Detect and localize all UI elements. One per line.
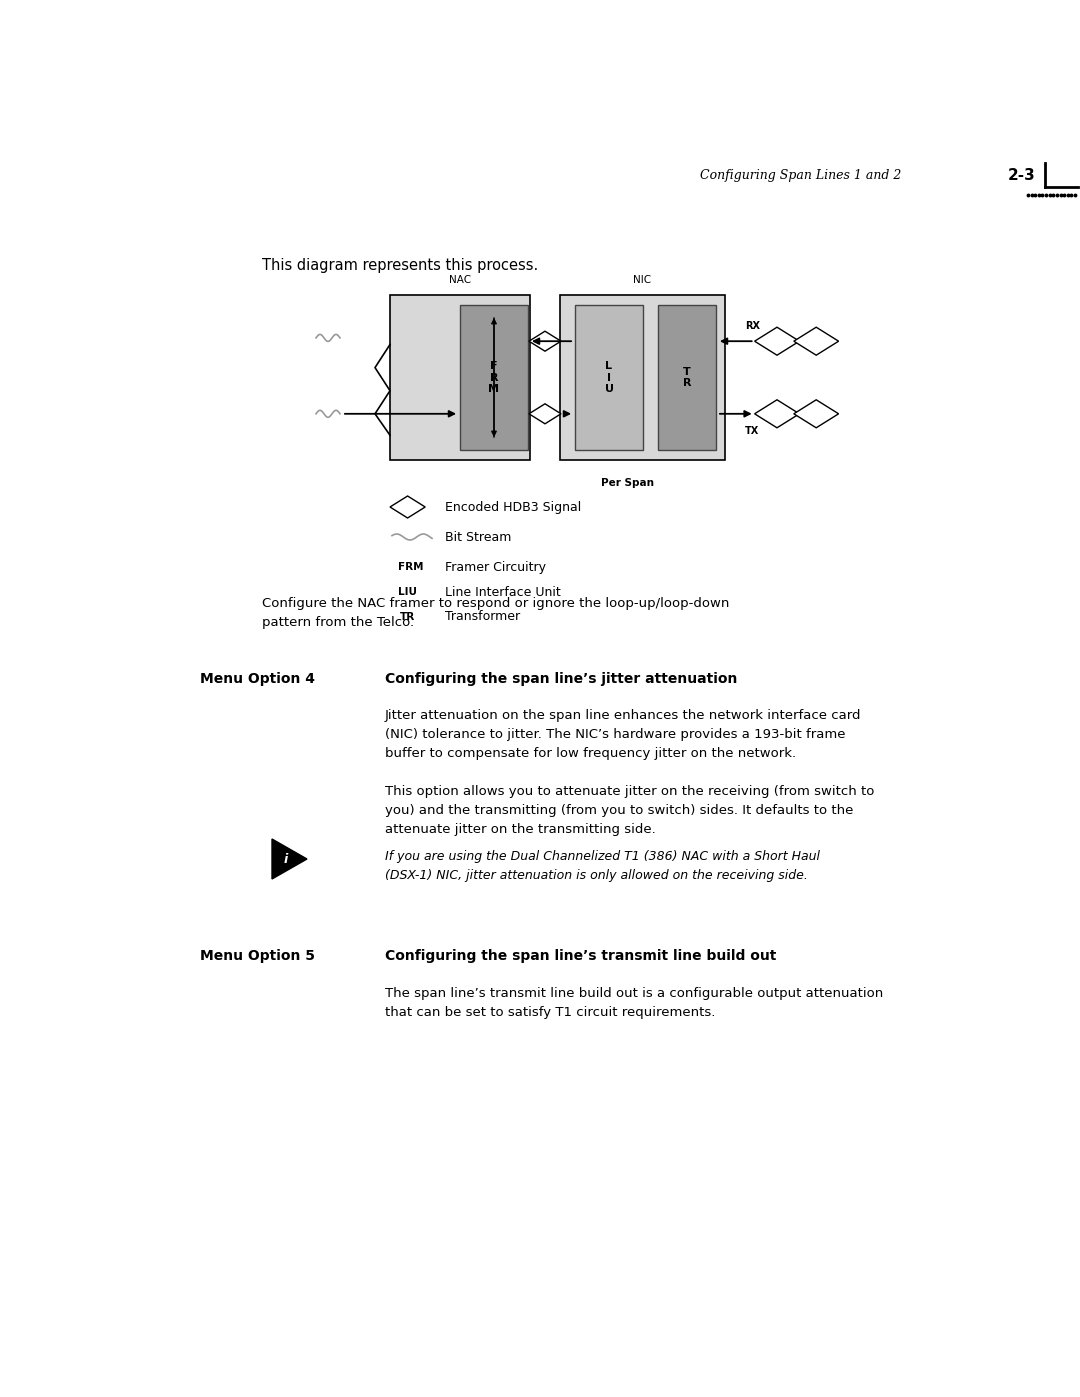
Polygon shape <box>755 400 799 427</box>
Text: F
R
M: F R M <box>488 360 499 394</box>
Polygon shape <box>755 327 799 355</box>
Text: L
I
U: L I U <box>605 360 613 394</box>
Text: Encoded HDB3 Signal: Encoded HDB3 Signal <box>445 500 581 514</box>
Polygon shape <box>529 404 561 423</box>
FancyBboxPatch shape <box>390 295 530 460</box>
Text: Line Interface Unit: Line Interface Unit <box>445 585 561 598</box>
Text: LIU: LIU <box>399 587 417 597</box>
Text: i: i <box>283 852 287 866</box>
Text: The span line’s transmit line build out is a configurable output attenuation
tha: The span line’s transmit line build out … <box>384 988 883 1018</box>
Text: RX: RX <box>745 321 760 331</box>
FancyBboxPatch shape <box>575 305 643 450</box>
Text: Framer Circuitry: Framer Circuitry <box>445 560 546 574</box>
Polygon shape <box>272 840 307 879</box>
Text: Configuring the span line’s transmit line build out: Configuring the span line’s transmit lin… <box>384 949 777 963</box>
Text: Per Span: Per Span <box>600 478 654 488</box>
Text: TR: TR <box>400 612 415 622</box>
Text: Configuring the span line’s jitter attenuation: Configuring the span line’s jitter atten… <box>384 672 738 686</box>
Polygon shape <box>529 331 561 351</box>
FancyBboxPatch shape <box>460 305 528 450</box>
Text: Transformer: Transformer <box>445 610 521 623</box>
Text: Configure the NAC framer to respond or ignore the loop-up/loop-down
pattern from: Configure the NAC framer to respond or i… <box>262 597 729 629</box>
Text: This diagram represents this process.: This diagram represents this process. <box>262 257 538 272</box>
Text: Menu Option 4: Menu Option 4 <box>200 672 315 686</box>
Text: FRM: FRM <box>399 562 423 571</box>
Text: If you are using the Dual Channelized T1 (386) NAC with a Short Haul
(DSX-1) NIC: If you are using the Dual Channelized T1… <box>384 849 820 882</box>
Text: Configuring Span Lines 1 and 2: Configuring Span Lines 1 and 2 <box>700 169 902 182</box>
Text: T
R: T R <box>683 366 691 388</box>
Text: TX: TX <box>745 426 759 436</box>
FancyBboxPatch shape <box>658 305 716 450</box>
Text: NIC: NIC <box>634 275 651 285</box>
Text: Jitter attenuation on the span line enhances the network interface card
(NIC) to: Jitter attenuation on the span line enha… <box>384 710 862 760</box>
Polygon shape <box>794 327 838 355</box>
Text: 2-3: 2-3 <box>1008 168 1036 183</box>
FancyBboxPatch shape <box>561 295 725 460</box>
Text: NAC: NAC <box>449 275 471 285</box>
Text: Menu Option 5: Menu Option 5 <box>200 949 315 963</box>
Polygon shape <box>794 400 838 427</box>
Polygon shape <box>390 496 426 518</box>
Text: Bit Stream: Bit Stream <box>445 531 511 543</box>
Text: This option allows you to attenuate jitter on the receiving (from switch to
you): This option allows you to attenuate jitt… <box>384 785 875 835</box>
